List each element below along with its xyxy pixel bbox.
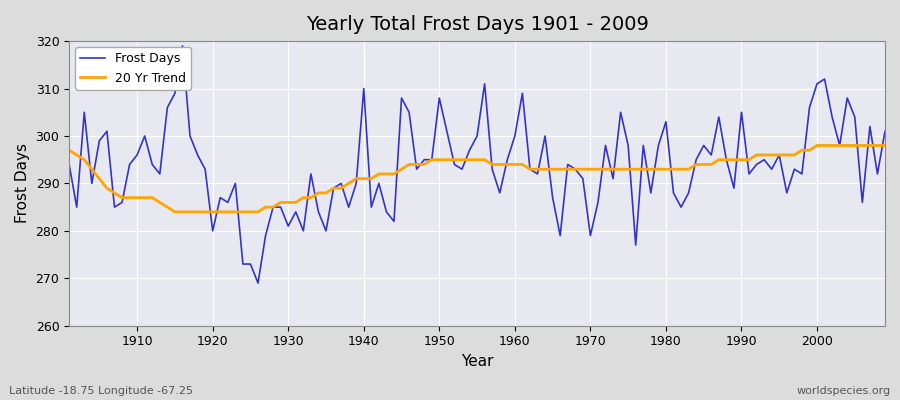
X-axis label: Year: Year (461, 354, 493, 369)
Frost Days (525, 167, 535, 172)
Line: 20 Yr Trend: 20 Yr Trend (69, 146, 885, 212)
Frost Days (124, 162, 135, 167)
Frost Days (177, 44, 188, 48)
20 Yr Trend (517, 162, 527, 167)
20 Yr Trend (812, 143, 823, 148)
20 Yr Trend (879, 143, 890, 148)
Frost Days (879, 129, 890, 134)
Frost Days (305, 172, 316, 176)
Title: Yearly Total Frost Days 1901 - 2009: Yearly Total Frost Days 1901 - 2009 (306, 15, 649, 34)
Frost Days (351, 181, 362, 186)
Y-axis label: Frost Days: Frost Days (15, 144, 30, 224)
Line: Frost Days: Frost Days (69, 46, 885, 283)
Frost Days (517, 91, 527, 96)
Text: worldspecies.org: worldspecies.org (796, 386, 891, 396)
20 Yr Trend (124, 195, 135, 200)
Frost Days (64, 162, 75, 167)
Frost Days (616, 110, 626, 115)
Text: Latitude -18.75 Longitude -67.25: Latitude -18.75 Longitude -67.25 (9, 386, 193, 396)
20 Yr Trend (298, 195, 309, 200)
20 Yr Trend (343, 181, 354, 186)
20 Yr Trend (169, 210, 180, 214)
Legend: Frost Days, 20 Yr Trend: Frost Days, 20 Yr Trend (76, 47, 192, 90)
Frost Days (253, 281, 264, 286)
20 Yr Trend (608, 167, 618, 172)
20 Yr Trend (509, 162, 520, 167)
20 Yr Trend (64, 148, 75, 153)
